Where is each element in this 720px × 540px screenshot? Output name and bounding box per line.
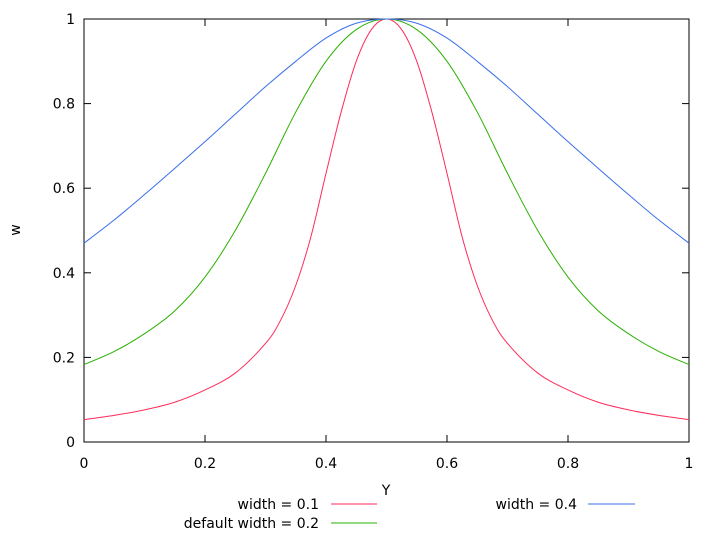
x-axis-ticks: 0 0.2 0.4 0.6 0.8 1 [80, 19, 694, 472]
legend: width = 0.1 default width = 0.2 width = 0.… [184, 497, 635, 532]
series-lines [83, 18, 690, 421]
y-tick-label: 1 [66, 12, 75, 28]
y-tick-label: 0.8 [53, 97, 75, 113]
y-axis-label: w [8, 224, 24, 235]
series-line [83, 18, 690, 366]
x-tick-label: 1 [685, 456, 694, 472]
legend-label: width = 0.1 [238, 497, 319, 513]
plot-frame [83, 18, 690, 443]
legend-label: default width = 0.2 [184, 516, 319, 532]
x-tick-label: 0 [80, 456, 89, 472]
y-axis-ticks: 0 0.2 0.4 0.6 0.8 1 [53, 12, 689, 451]
y-tick-label: 0.6 [53, 181, 75, 197]
y-tick-label: 0.4 [53, 266, 75, 282]
legend-label: width = 0.4 [496, 497, 578, 513]
x-tick-label: 0.4 [315, 456, 337, 472]
x-tick-label: 0.8 [557, 456, 579, 472]
x-tick-label: 0.6 [436, 456, 458, 472]
y-tick-label: 0 [66, 435, 75, 451]
series-line [83, 18, 690, 421]
x-tick-label: 0.2 [194, 456, 216, 472]
x-axis-label: Y [381, 483, 391, 499]
series-line [83, 18, 690, 244]
y-tick-label: 0.2 [53, 350, 75, 366]
